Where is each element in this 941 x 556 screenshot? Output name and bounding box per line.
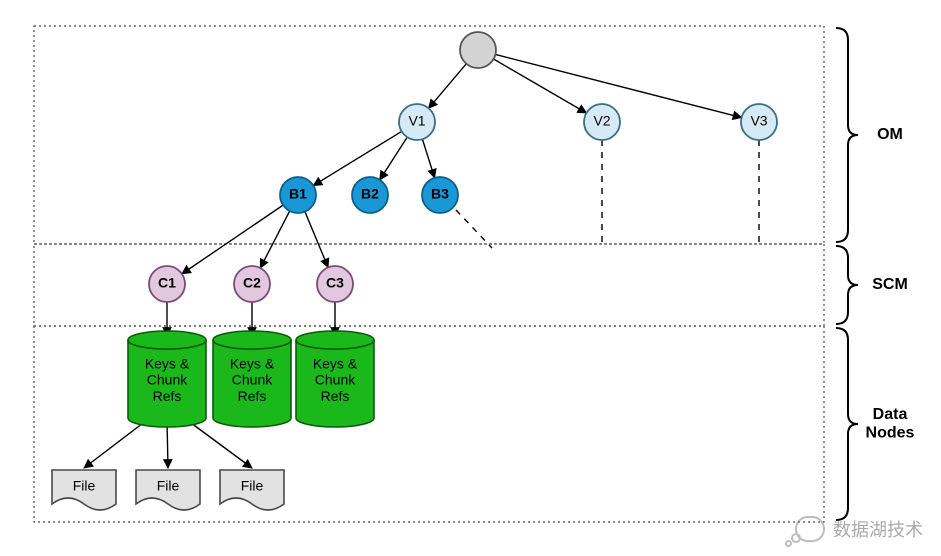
svg-text:Keys &: Keys & bbox=[313, 356, 358, 372]
svg-text:C1: C1 bbox=[158, 275, 176, 291]
svg-text:Refs: Refs bbox=[321, 388, 350, 404]
svg-text:Refs: Refs bbox=[153, 388, 182, 404]
edge bbox=[422, 139, 434, 178]
svg-text:SCM: SCM bbox=[872, 276, 908, 293]
edge bbox=[429, 64, 467, 109]
cylinder-cyl2: Keys &ChunkRefs bbox=[213, 331, 291, 427]
edge bbox=[182, 205, 283, 274]
brace-data bbox=[836, 328, 858, 520]
svg-text:Nodes: Nodes bbox=[866, 424, 915, 441]
edge bbox=[313, 131, 401, 185]
svg-text:V2: V2 bbox=[593, 113, 610, 129]
edge bbox=[84, 420, 147, 468]
svg-text:C3: C3 bbox=[326, 275, 344, 291]
svg-text:Data: Data bbox=[873, 406, 908, 423]
svg-text:Chunk: Chunk bbox=[147, 372, 188, 388]
svg-text:Keys &: Keys & bbox=[230, 356, 275, 372]
svg-text:OM: OM bbox=[877, 126, 903, 143]
file-file2: File bbox=[136, 470, 200, 510]
svg-text:B2: B2 bbox=[361, 186, 379, 202]
edge bbox=[260, 211, 289, 268]
svg-text:V1: V1 bbox=[408, 113, 425, 129]
cylinder-cyl3: Keys &ChunkRefs bbox=[296, 331, 374, 427]
diagram-canvas: OMSCMDataNodesV1V2V3B1B2B3C1C2C3Keys &Ch… bbox=[0, 0, 941, 556]
svg-text:Chunk: Chunk bbox=[232, 372, 273, 388]
svg-text:Chunk: Chunk bbox=[315, 372, 356, 388]
speech-bubble-icon bbox=[795, 516, 825, 542]
node-root bbox=[460, 32, 496, 68]
dashed-edge bbox=[456, 210, 492, 248]
edge bbox=[495, 54, 741, 117]
edge bbox=[494, 59, 587, 113]
svg-text:B3: B3 bbox=[431, 186, 449, 202]
file-file3: File bbox=[220, 470, 284, 510]
watermark-text: 数据湖技术 bbox=[833, 516, 923, 542]
svg-text:Refs: Refs bbox=[238, 388, 267, 404]
edge bbox=[305, 212, 328, 268]
brace-scm bbox=[836, 246, 858, 324]
svg-text:File: File bbox=[157, 478, 180, 494]
brace-om bbox=[836, 28, 858, 242]
svg-text:B1: B1 bbox=[289, 186, 307, 202]
svg-text:File: File bbox=[73, 478, 96, 494]
file-file1: File bbox=[52, 470, 116, 510]
svg-text:File: File bbox=[241, 478, 264, 494]
svg-text:V3: V3 bbox=[750, 113, 767, 129]
svg-text:Keys &: Keys & bbox=[145, 356, 190, 372]
svg-text:C2: C2 bbox=[243, 275, 261, 291]
watermark: 数据湖技术 bbox=[795, 516, 923, 542]
edge bbox=[380, 137, 408, 180]
cylinder-cyl1: Keys &ChunkRefs bbox=[128, 331, 206, 427]
